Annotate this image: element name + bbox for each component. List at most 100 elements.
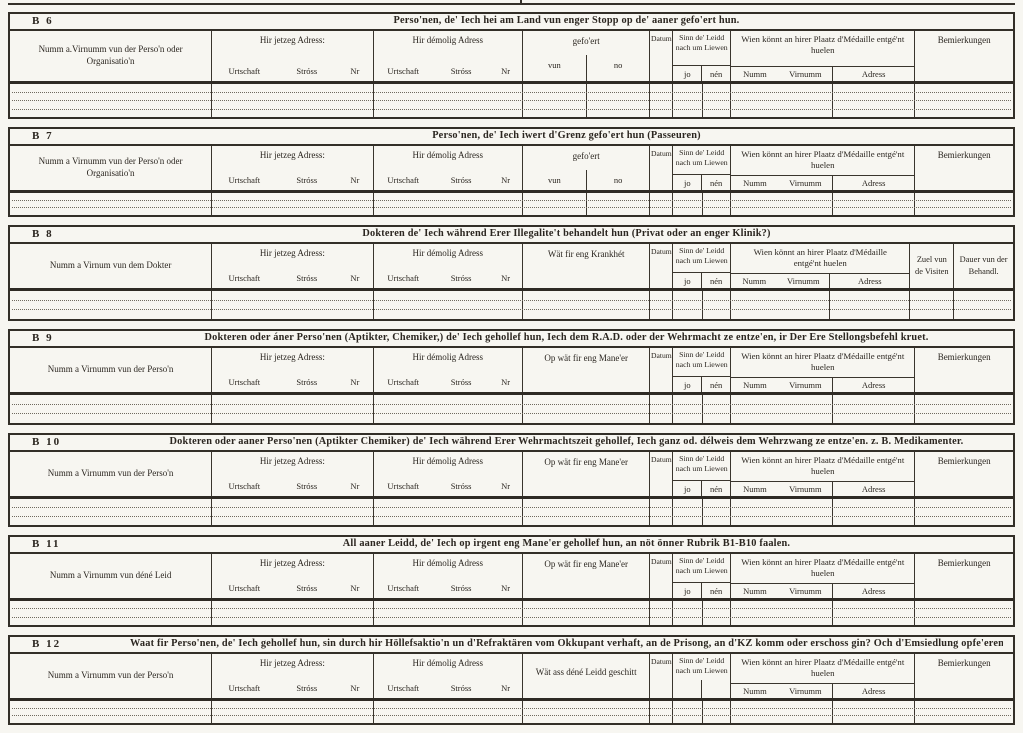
col-header-former-address: Hir démolig Adress Urtschaft Stróss Nr bbox=[372, 452, 522, 496]
section-title: Dokteren de' Iech während Erer Illegalit… bbox=[362, 228, 771, 239]
section-b11-title-bar: B 11 All aaner Leidd, de' Iech op irgent… bbox=[10, 537, 1013, 554]
col-header-name: Numm a Virnumm vun der Perso'n oder Orga… bbox=[38, 156, 183, 178]
col-header-former-address: Hir démolig Adress Urtschaft Stróss Nr bbox=[372, 146, 522, 190]
section-b7-entry-rows bbox=[10, 193, 1013, 215]
col-header-medal-recipient: Wien könnt an hirer Plaatz d'Médaille en… bbox=[730, 654, 915, 698]
col-header-remarks: Bemierkungen bbox=[914, 554, 1013, 598]
col-header-name: Numm a Virnumm vun der Perso'n bbox=[47, 364, 174, 375]
col-header-alive: Sinn de' Leidd nach um Liewen jo nén bbox=[672, 146, 731, 190]
section-b12-column-headers: Numm a Virnumm vun der Perso'n Hir jetze… bbox=[10, 654, 1013, 701]
section-title: Dokteren oder aaner Perso'nen (Aptikter … bbox=[169, 436, 964, 447]
section-b7: B 7 Perso'nen, de' Iech iwert d'Grenz ge… bbox=[8, 127, 1015, 217]
section-number: B 8 bbox=[32, 228, 54, 240]
section-title: Waat fir Perso'nen, de' Iech gehollef hu… bbox=[130, 638, 1003, 649]
col-header-remarks: Bemierkungen bbox=[914, 146, 1013, 190]
col-header-former-address: Hir démolig Adress Urtschaft Stróss Nr bbox=[372, 554, 522, 598]
section-b10-column-headers: Numm a Virnumm vun der Perso'n Hir jetze… bbox=[10, 452, 1013, 499]
col-header-current-address: Hir jetzeg Adress: Urtschaft Stróss Nr bbox=[211, 654, 372, 698]
col-header-medal-recipient: Wien könnt an hirer Plaatz d'Médaille en… bbox=[730, 348, 915, 392]
section-b12: B 12 Waat fir Perso'nen, de' Iech geholl… bbox=[8, 635, 1015, 725]
section-number: B 9 bbox=[32, 332, 54, 344]
col-header-in-what-way: Op wät fir eng Mane'er bbox=[521, 452, 649, 496]
col-header-what-happened: Wät ass déné Leidd geschitt bbox=[521, 654, 649, 698]
section-title: Perso'nen, de' Iech iwert d'Grenz gefo'e… bbox=[432, 130, 701, 141]
col-header-medal-recipient: Wien könnt an hirer Plaatz d'Médaille en… bbox=[730, 244, 910, 288]
section-number: B 7 bbox=[32, 130, 54, 142]
col-header-current-address: Hir jetzeg Adress: Urtschaft Stróss Nr bbox=[211, 146, 372, 190]
col-header-name: Numm a Virnum vun dem Dokter bbox=[49, 260, 172, 271]
section-b10: B 10 Dokteren oder aaner Perso'nen (Apti… bbox=[8, 433, 1015, 527]
section-number: B 12 bbox=[32, 638, 62, 650]
section-b7-title-bar: B 7 Perso'nen, de' Iech iwert d'Grenz ge… bbox=[10, 129, 1013, 146]
transported-from-to: vun no bbox=[523, 55, 649, 81]
col-header-datum: Datum bbox=[649, 554, 672, 598]
scanned-form-sheet: B 6 Perso'nen, de' Iech hei am Land vun … bbox=[8, 0, 1015, 733]
current-address-label: Hir jetzeg Adress: bbox=[259, 35, 325, 45]
col-header-current-address: Hir jetzeg Adress: Urtschaft Stróss Nr bbox=[211, 31, 372, 81]
col-header-remarks: Bemierkungen bbox=[914, 654, 1013, 698]
col-header-visit-count: Zuel vun de Visiten bbox=[909, 244, 953, 288]
col-header-alive: Sinn de' Leidd nach um Liewen jo nén bbox=[672, 244, 731, 288]
section-title: Perso'nen, de' Iech hei am Land vun enge… bbox=[393, 15, 740, 26]
col-header-medal-recipient: Wien könnt an hirer Plaatz d'Médaille en… bbox=[730, 452, 915, 496]
section-b10-title-bar: B 10 Dokteren oder aaner Perso'nen (Apti… bbox=[10, 435, 1013, 452]
section-b9-column-headers: Numm a Virnumm vun der Perso'n Hir jetze… bbox=[10, 348, 1013, 395]
section-b12-entry-rows bbox=[10, 701, 1013, 723]
section-b11-entry-rows bbox=[10, 601, 1013, 625]
col-header-datum: Datum bbox=[649, 244, 672, 288]
col-header-transported: gefo'ert vun no bbox=[521, 146, 649, 190]
col-header-in-what-way: Op wät fir eng Mane'er bbox=[521, 554, 649, 598]
col-header-transported: gefo'ert vun no bbox=[521, 31, 649, 81]
col-header-name: Numm a.Virnumm vun der Perso'n oder Orga… bbox=[10, 31, 211, 81]
section-b9-entry-rows bbox=[10, 395, 1013, 423]
col-header-name-label: Numm a.Virnumm vun der Perso'n oder Orga… bbox=[38, 44, 183, 66]
section-b8-entry-rows bbox=[10, 291, 1013, 319]
col-header-remarks: Bemierkungen bbox=[914, 31, 1013, 81]
col-header-datum: Datum bbox=[649, 31, 672, 81]
col-header-datum: Datum bbox=[649, 654, 672, 698]
col-header-current-address: Hir jetzeg Adress: Urtschaft Stróss Nr bbox=[211, 244, 372, 288]
col-header-datum: Datum bbox=[649, 146, 672, 190]
section-b11: B 11 All aaner Leidd, de' Iech op irgent… bbox=[8, 535, 1015, 627]
section-number: B 6 bbox=[32, 15, 54, 27]
col-header-remarks: Bemierkungen bbox=[914, 348, 1013, 392]
col-header-current-address: Hir jetzeg Adress: Urtschaft Stróss Nr bbox=[211, 554, 372, 598]
col-header-alive: Sinn de' Leidd nach um Liewen bbox=[672, 654, 730, 698]
col-header-former-address: Hir démolig Adress Urtschaft Stróss Nr bbox=[372, 31, 522, 81]
col-header-datum: Datum bbox=[649, 452, 672, 496]
alive-divider-only bbox=[673, 680, 730, 698]
col-header-alive: Sinn de' Leidd nach um Liewen jo nén bbox=[672, 31, 731, 81]
col-header-alive: Sinn de' Leidd nach um Liewen jo nén bbox=[672, 452, 731, 496]
former-address-label: Hir démolig Adress bbox=[412, 35, 484, 45]
former-address-sublabels: Urtschaft Stróss Nr bbox=[387, 66, 511, 76]
col-header-medal-recipient: Wien könnt an hirer Plaatz d'Médaille en… bbox=[730, 554, 915, 598]
col-header-illness: Wät fir eng Krankhét bbox=[521, 244, 649, 288]
col-header-remarks: Bemierkungen bbox=[914, 452, 1013, 496]
section-b8-title-bar: B 8 Dokteren de' Iech während Erer Illeg… bbox=[10, 227, 1013, 244]
previous-section-bottom-border bbox=[8, 0, 1015, 12]
col-header-current-address: Hir jetzeg Adress: Urtschaft Stróss Nr bbox=[211, 348, 372, 392]
col-header-datum: Datum bbox=[649, 348, 672, 392]
section-number: B 10 bbox=[32, 436, 62, 448]
section-b8-column-headers: Numm a Virnum vun dem Dokter Hir jetzeg … bbox=[10, 244, 1013, 291]
fold-tick-mark bbox=[520, 0, 522, 5]
section-b11-column-headers: Numm a Virnumm vun déné Leid Hir jetzeg … bbox=[10, 554, 1013, 601]
col-header-name: Numm a Virnumm vun der Perso'n bbox=[47, 670, 174, 681]
section-b6-entry-rows bbox=[10, 84, 1013, 117]
col-header-former-address: Hir démolig Adress Urtschaft Stróss Nr bbox=[372, 348, 522, 392]
col-header-treatment-duration: Dauer vun der Behandl. bbox=[953, 244, 1013, 288]
col-header-former-address: Hir démolig Adress Urtschaft Stróss Nr bbox=[372, 654, 522, 698]
col-header-in-what-way: Op wät fir eng Mane'er bbox=[521, 348, 649, 392]
section-b8: B 8 Dokteren de' Iech während Erer Illeg… bbox=[8, 225, 1015, 321]
medal-recipient-sublabels: Numm Virnumm Adress bbox=[731, 66, 915, 81]
section-title: Dokteren oder áner Perso'nen (Aptikter, … bbox=[204, 332, 929, 343]
col-header-medal-recipient: Wien könnt an hirer Plaatz d'Médaille en… bbox=[730, 146, 915, 190]
section-title: All aaner Leidd, de' Iech op irgent eng … bbox=[342, 538, 791, 549]
col-header-medal-recipient: Wien könnt an hirer Plaatz d'Médaille en… bbox=[730, 31, 915, 81]
col-header-current-address: Hir jetzeg Adress: Urtschaft Stróss Nr bbox=[211, 452, 372, 496]
section-number: B 11 bbox=[32, 538, 61, 550]
col-header-alive: Sinn de' Leidd nach um Liewen jo nén bbox=[672, 554, 731, 598]
alive-yes-no: jo nén bbox=[673, 65, 731, 81]
col-header-name: Numm a Virnumm vun der Perso'n bbox=[47, 468, 174, 479]
section-b10-entry-rows bbox=[10, 499, 1013, 525]
